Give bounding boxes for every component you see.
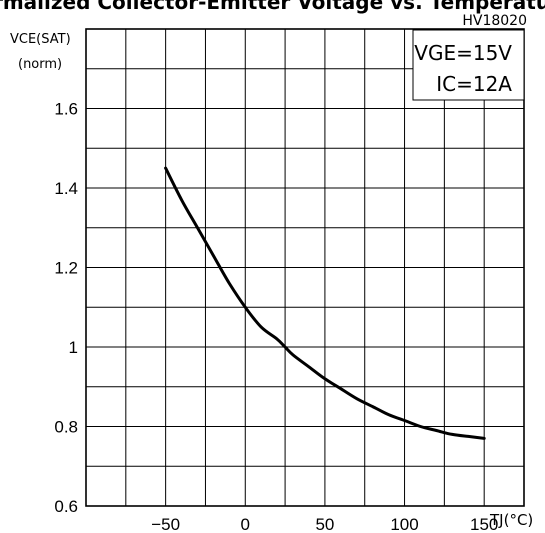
- y-tick-label: 1.2: [54, 259, 78, 278]
- y-tick-label: 1: [69, 338, 78, 357]
- y-tick-label: 0.6: [54, 497, 78, 516]
- x-tick-label: 50: [315, 515, 334, 533]
- x-axis-label: TJ(°C): [489, 511, 533, 529]
- condition-box-frame: [412, 29, 525, 101]
- x-ticks: −50 0 50 100 150: [151, 515, 498, 533]
- y-tick-label: 1.6: [54, 100, 78, 119]
- condition-box: VGE=15V IC=12A: [412, 29, 525, 101]
- y-tick-label: 0.8: [54, 418, 78, 437]
- y-ticks: 0.6 0.8 1 1.2 1.4 1.6: [54, 100, 78, 517]
- annotation-ic: IC=12A: [436, 72, 512, 96]
- x-tick-label: 100: [390, 515, 418, 533]
- x-tick-label: −50: [151, 515, 180, 533]
- y-axis-label-line1: VCE(SAT): [10, 32, 71, 47]
- x-tick-label: 0: [241, 515, 250, 533]
- annotation-vge: VGE=15V: [414, 41, 512, 65]
- y-tick-label: 1.4: [54, 179, 78, 198]
- x-tick-label: 150: [470, 515, 498, 533]
- plot-frame: [85, 28, 525, 507]
- figure-code: HV18020: [462, 13, 527, 29]
- series-line: [164, 166, 486, 440]
- data-series: [164, 166, 486, 440]
- chart-title: Normalized Collector-Emitter Voltage vs.…: [0, 0, 545, 14]
- y-axis-label-line2: (norm): [18, 57, 62, 72]
